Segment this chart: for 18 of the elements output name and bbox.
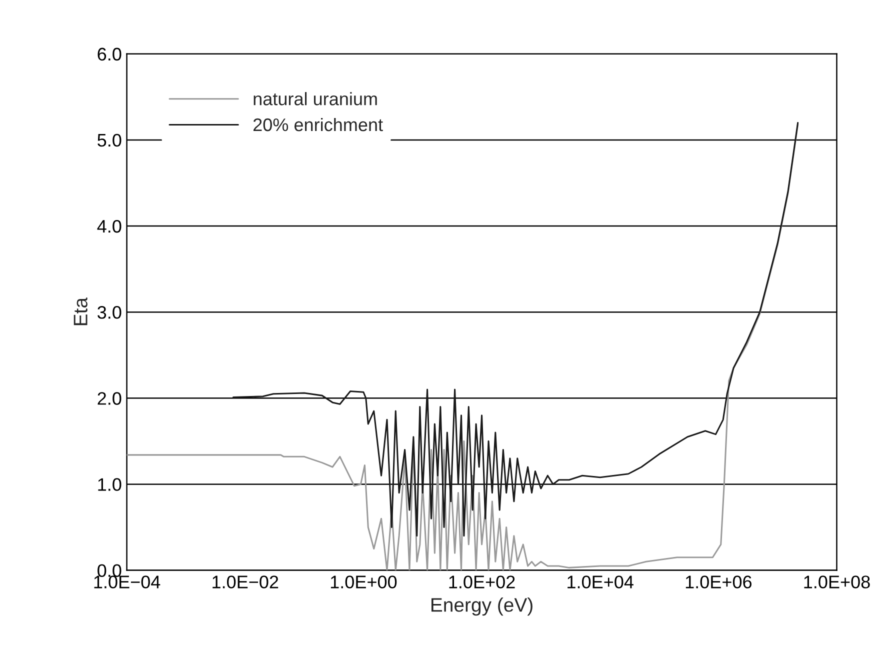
x-tick-label: 1.0E−02: [212, 576, 278, 588]
legend-label: 20% enrichment: [253, 118, 383, 132]
y-axis-title: Eta: [74, 297, 88, 326]
x-tick-label: 1.0E+02: [449, 576, 515, 588]
y-tick-label: 6.0: [98, 48, 122, 61]
legend-label: natural uranium: [254, 92, 377, 106]
x-tick-label: 1.0E−04: [94, 576, 160, 588]
y-tick-label: 2.0: [98, 392, 122, 405]
x-tick-label: 1.0E+08: [804, 576, 870, 588]
y-tick-label: 1.0: [98, 478, 122, 491]
y-tick-label: 3.0: [98, 306, 122, 319]
y-tick-label: 5.0: [98, 134, 122, 147]
x-tick-label: 1.0E+04: [568, 576, 634, 588]
x-axis-title: Energy (eV): [432, 598, 532, 616]
x-tick-label: 1.0E+06: [686, 576, 752, 588]
y-tick-label: 0.0: [98, 564, 122, 577]
y-tick-label: 4.0: [97, 220, 122, 233]
x-tick-label: 1.0E+00: [330, 576, 397, 588]
